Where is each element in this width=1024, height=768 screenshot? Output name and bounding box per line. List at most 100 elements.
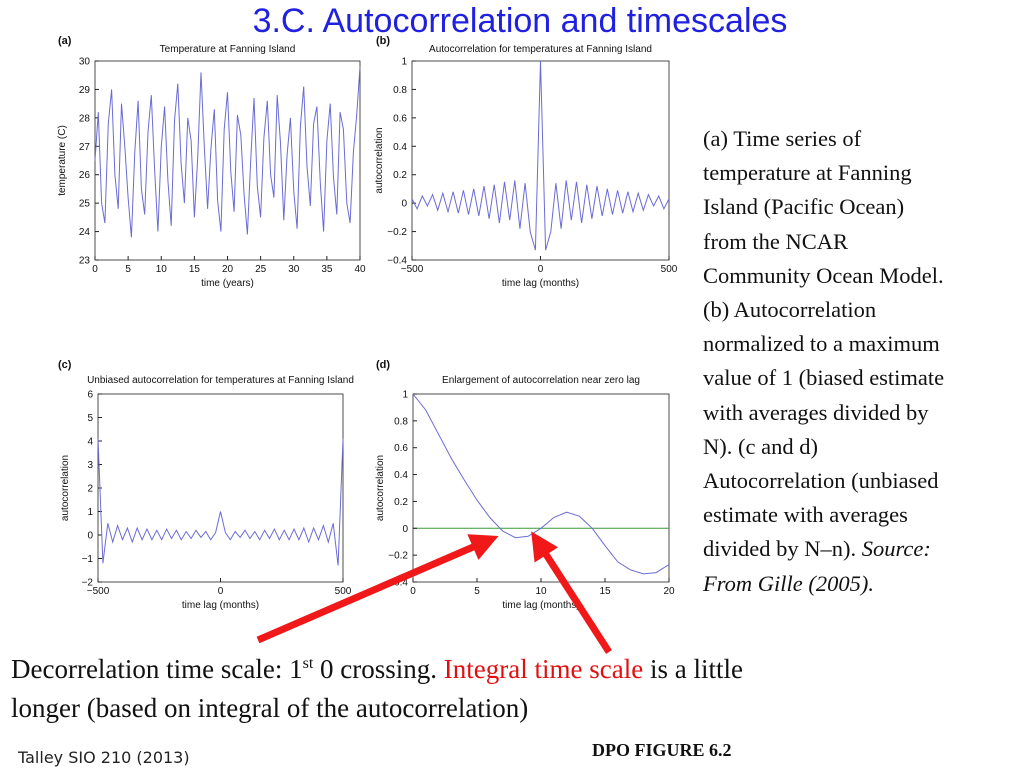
x-tick-label: −500 bbox=[401, 264, 424, 275]
chart-panel: (a) Temperature at Fanning Island 0 5 10 15 20… bbox=[57, 35, 366, 289]
panel-label: (b) bbox=[376, 35, 390, 47]
y-tick-label: 0.2 bbox=[393, 170, 407, 181]
y-tick-label: 0.8 bbox=[394, 416, 408, 427]
x-tick-label: 30 bbox=[288, 264, 300, 275]
y-axis-label: autocorrelation bbox=[374, 127, 385, 193]
y-tick-label: 1 bbox=[401, 57, 407, 68]
y-tick-label: 0 bbox=[87, 531, 93, 542]
x-tick-label: 35 bbox=[321, 264, 333, 275]
chart-title: Unbiased autocorrelation for temperature… bbox=[87, 375, 354, 386]
chart-panel: (d) Enlargement of autocorrelation near z… bbox=[375, 359, 675, 611]
x-tick-label: 15 bbox=[189, 264, 201, 275]
panel-label: (a) bbox=[58, 35, 72, 47]
caption-line: with averages divided by bbox=[703, 399, 929, 425]
caption-line: (b) Autocorrelation bbox=[703, 297, 877, 323]
x-tick-label: 20 bbox=[222, 264, 234, 275]
y-tick-label: 0.6 bbox=[393, 113, 407, 124]
caption-source-line: From Gille (2005). bbox=[703, 567, 1021, 601]
caption-line: temperature at Fanning bbox=[703, 160, 912, 186]
y-tick-label: 1 bbox=[402, 390, 408, 401]
x-axis-label: time lag (months) bbox=[182, 600, 259, 611]
y-tick-label: 0.4 bbox=[393, 142, 407, 153]
data-line bbox=[412, 393, 670, 575]
x-tick-label: 40 bbox=[354, 264, 366, 275]
x-tick-label: 25 bbox=[255, 264, 267, 275]
x-tick-label: 0 bbox=[538, 264, 544, 275]
y-tick-label: 6 bbox=[87, 390, 93, 401]
y-tick-label: 0.8 bbox=[393, 85, 407, 96]
data-line bbox=[411, 60, 670, 251]
y-tick-label: 0 bbox=[402, 524, 408, 535]
caption-line: Autocorrelation (unbiased bbox=[703, 468, 939, 494]
source-label: Source: bbox=[861, 536, 931, 562]
caption-line: normalized to a maximum bbox=[703, 331, 940, 357]
plot-frame bbox=[411, 60, 670, 261]
note-highlight: Integral time scale bbox=[443, 654, 644, 684]
y-tick-label: 0 bbox=[401, 199, 407, 210]
y-tick-label: 4 bbox=[87, 437, 93, 448]
y-tick-label: −0.2 bbox=[388, 551, 408, 562]
slide-title: 3.C. Autocorrelation and timescales bbox=[253, 2, 788, 40]
footer-left: Talley SIO 210 (2013) bbox=[18, 748, 190, 767]
y-tick-label: 2 bbox=[87, 484, 93, 495]
y-tick-label: 27 bbox=[79, 142, 91, 153]
y-tick-label: 24 bbox=[79, 227, 91, 238]
chart-title: Autocorrelation for temperatures at Fann… bbox=[429, 44, 652, 55]
y-tick-label: −2 bbox=[82, 578, 94, 589]
y-tick-label: 23 bbox=[79, 256, 91, 267]
note-sup: st bbox=[302, 655, 314, 672]
note-text: 0 crossing. bbox=[320, 654, 438, 684]
panel-label: (d) bbox=[376, 359, 390, 371]
y-tick-label: 26 bbox=[79, 170, 91, 181]
y-tick-label: 1 bbox=[87, 507, 93, 518]
footer-right: DPO FIGURE 6.2 bbox=[592, 740, 732, 760]
x-tick-label: 10 bbox=[156, 264, 168, 275]
x-tick-label: 5 bbox=[474, 586, 480, 597]
y-tick-label: 30 bbox=[79, 57, 91, 68]
source-ref: From Gille (2005). bbox=[703, 570, 875, 596]
x-tick-label: 0 bbox=[410, 586, 416, 597]
data-line bbox=[97, 438, 344, 566]
x-tick-label: 5 bbox=[125, 264, 131, 275]
x-axis-label: time lag (months) bbox=[502, 600, 579, 611]
y-tick-label: 25 bbox=[79, 199, 91, 210]
y-tick-label: 0.2 bbox=[394, 497, 408, 508]
y-axis-label: autocorrelation bbox=[60, 455, 71, 521]
y-tick-label: −1 bbox=[82, 554, 94, 565]
plot-frame bbox=[97, 393, 344, 583]
note-text: Decorrelation time scale: 1 bbox=[11, 654, 303, 684]
caption-tail-line: divided by N–n). Source: bbox=[703, 532, 1021, 566]
x-tick-label: 0 bbox=[218, 586, 224, 597]
data-line bbox=[94, 66, 361, 238]
caption-line: Community Ocean Model. bbox=[703, 262, 944, 288]
x-tick-label: 10 bbox=[535, 586, 547, 597]
note-line: Decorrelation time scale: 1st 0 crossing… bbox=[11, 644, 743, 689]
caption-line: from the NCAR bbox=[703, 228, 848, 254]
y-axis-label: autocorrelation bbox=[375, 455, 386, 521]
x-tick-label: 20 bbox=[663, 586, 675, 597]
x-tick-label: 15 bbox=[599, 586, 611, 597]
chart-panel: (c) Unbiased autocorrelation for temperat… bbox=[58, 359, 354, 611]
x-tick-label: 500 bbox=[661, 264, 678, 275]
x-axis-label: time lag (months) bbox=[502, 278, 579, 289]
y-tick-label: 29 bbox=[79, 85, 91, 96]
x-tick-label: 500 bbox=[335, 586, 352, 597]
x-axis-label: time (years) bbox=[201, 278, 254, 289]
panel-label: (c) bbox=[58, 359, 72, 371]
y-tick-label: 3 bbox=[87, 460, 93, 471]
y-tick-label: 0.4 bbox=[394, 470, 408, 481]
caption-line: value of 1 (biased estimate bbox=[703, 365, 945, 391]
y-axis-label: temperature (C) bbox=[57, 125, 68, 196]
chart-title: Temperature at Fanning Island bbox=[160, 44, 296, 55]
y-tick-label: −0.4 bbox=[388, 578, 408, 589]
y-tick-label: −0.2 bbox=[387, 227, 407, 238]
chart-title: Enlargement of autocorrelation near zero… bbox=[442, 375, 640, 386]
note-text: is a little bbox=[649, 654, 743, 684]
caption-line: Island (Pacific Ocean) bbox=[703, 194, 905, 220]
caption-text: divided by N–n). bbox=[703, 536, 857, 562]
caption-line: estimate with averages bbox=[703, 502, 908, 528]
note: Decorrelation time scale: 1st 0 crossing… bbox=[11, 644, 743, 728]
y-tick-label: 0.6 bbox=[394, 443, 408, 454]
caption-line: N). (c and d) bbox=[703, 433, 818, 459]
